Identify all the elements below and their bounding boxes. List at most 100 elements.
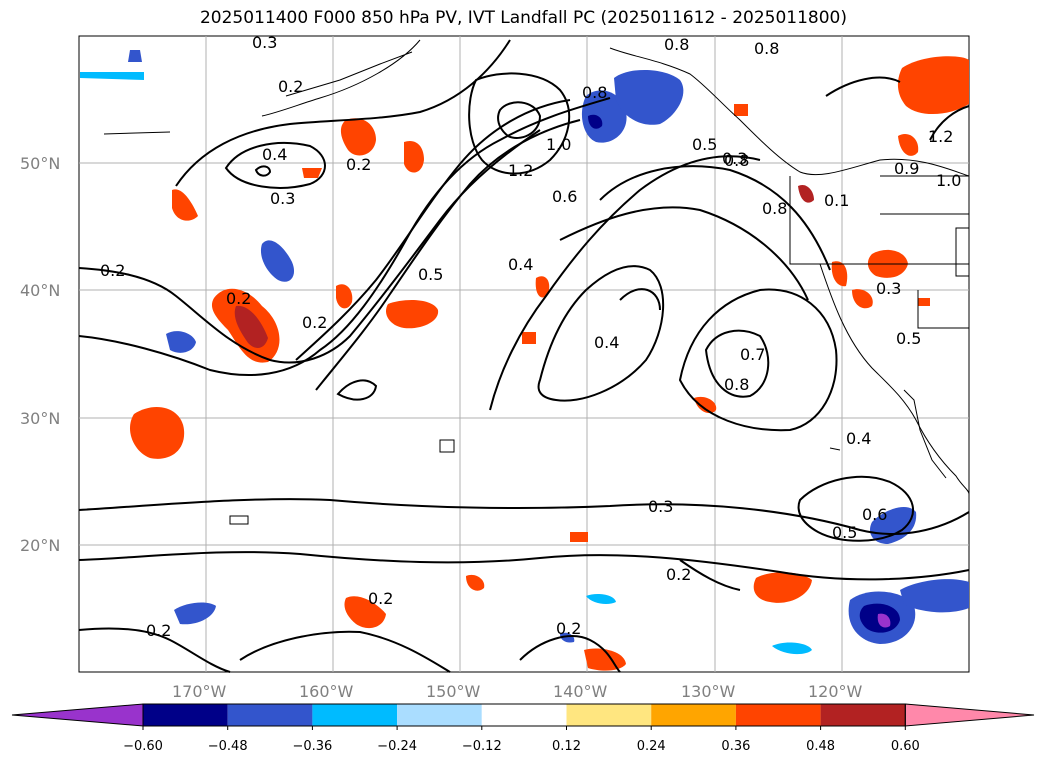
contour-label: 0.2 xyxy=(302,313,327,332)
contour-label: 0.6 xyxy=(552,187,577,206)
colorbar-tick-label: −0.36 xyxy=(292,739,332,754)
negative-anomaly-area xyxy=(614,69,684,125)
contour-label: 0.3 xyxy=(648,497,673,516)
colorbar-segment xyxy=(481,704,567,726)
contour-label: 0.3 xyxy=(270,189,295,208)
colorbar-tick-label: −0.24 xyxy=(377,739,417,754)
contour-label: 0.1 xyxy=(824,191,849,210)
latitude-labels: 50°N 40°N 30°N 20°N xyxy=(20,154,60,555)
colorbar-segment xyxy=(735,704,821,726)
contour-label: 0.5 xyxy=(692,135,717,154)
colorbar-tick-label: 0.60 xyxy=(891,739,920,754)
lon-label: 120°W xyxy=(808,682,863,701)
colorbar-segment xyxy=(566,704,652,726)
contour-label: 0.2 xyxy=(666,565,691,584)
map-title: 2025011400 F000 850 hPa PV, IVT Landfall… xyxy=(199,8,847,28)
negative-anomaly-area xyxy=(260,240,295,282)
negative-anomaly-area xyxy=(586,594,616,604)
colorbar-tick-label: 0.12 xyxy=(552,739,581,754)
colorbar-extend-low xyxy=(11,703,144,727)
contour-label: 0.7 xyxy=(740,345,765,364)
lat-label: 30°N xyxy=(20,409,60,428)
colorbar: −0.60 −0.48 −0.36 −0.24 −0.12 0.12 0.24 0.36 0.4… xyxy=(11,703,1035,754)
colorbar-tick-label: 0.36 xyxy=(721,739,750,754)
positive-anomaly-area xyxy=(385,300,439,329)
lat-label: 40°N xyxy=(20,281,60,300)
contour-label: 0.2 xyxy=(100,261,125,280)
positive-anomaly-area xyxy=(852,289,873,309)
negative-anomaly-area xyxy=(869,507,917,544)
colorbar-segment xyxy=(143,704,228,726)
contour-label: 1.0 xyxy=(546,135,571,154)
lon-label: 150°W xyxy=(426,682,481,701)
positive-anomaly-area xyxy=(918,298,930,306)
lat-label: 20°N xyxy=(20,536,60,555)
negative-anomaly-area xyxy=(588,114,603,129)
positive-anomaly-area xyxy=(535,276,550,298)
contour-label: 0.2 xyxy=(146,621,171,640)
negative-anomaly-area xyxy=(772,642,812,655)
positive-anomaly-area xyxy=(570,532,588,542)
positive-anomaly-area xyxy=(234,305,268,348)
contour-label: 0.4 xyxy=(594,333,619,352)
positive-anomaly-area xyxy=(344,596,386,629)
contour-label: 1.0 xyxy=(936,171,961,190)
contour-label: 0.5 xyxy=(418,265,443,284)
negative-anomaly-area xyxy=(174,602,216,625)
contour-label: 0.3 xyxy=(722,149,747,168)
contour-label: 1.2 xyxy=(508,161,533,180)
positive-anomaly-area xyxy=(694,396,717,414)
positive-anomaly-area xyxy=(753,572,812,603)
lon-label: 160°W xyxy=(299,682,354,701)
contour-label: 0.4 xyxy=(846,429,871,448)
negative-anomaly-area xyxy=(80,72,144,80)
positive-anomaly-area xyxy=(340,118,376,156)
contour-label: 0.4 xyxy=(508,255,533,274)
positive-anomaly-area xyxy=(404,140,424,173)
positive-anomaly-area xyxy=(302,168,322,178)
colorbar-tick-label: −0.12 xyxy=(462,739,502,754)
colorbar-segment xyxy=(651,704,736,726)
pv-contours xyxy=(78,39,970,673)
contour-label: 0.8 xyxy=(664,35,689,54)
colorbar-extend-high xyxy=(904,703,1035,727)
colorbar-tick-label: −0.48 xyxy=(208,739,248,754)
positive-anomaly-area xyxy=(336,284,353,309)
contour-label: 0.8 xyxy=(762,199,787,218)
colorbar-frame xyxy=(142,703,906,727)
colorbar-tick-label: 0.48 xyxy=(806,739,835,754)
negative-anomaly-area xyxy=(900,579,969,613)
colorbar-segment xyxy=(227,704,313,726)
contour-label: 1.2 xyxy=(928,127,953,146)
contour-labels: 0.3 0.2 0.4 0.3 0.2 0.2 0.2 0.2 0.5 0.4 … xyxy=(100,33,961,640)
contour-label: 0.2 xyxy=(226,289,251,308)
longitude-labels: 170°W 160°W 150°W 140°W 130°W 120°W xyxy=(172,682,863,701)
contour-label: 0.2 xyxy=(556,619,581,638)
positive-anomaly-area xyxy=(522,332,536,344)
negative-anomaly-area xyxy=(877,613,891,628)
contour-label: 0.3 xyxy=(252,33,277,52)
positive-anomaly-area xyxy=(172,189,198,221)
lon-label: 140°W xyxy=(553,682,608,701)
contour-label: 0.2 xyxy=(346,155,371,174)
colorbar-tick-label: 0.24 xyxy=(637,739,666,754)
contour-label: 0.8 xyxy=(582,83,607,102)
lat-label: 50°N xyxy=(20,154,60,173)
colorbar-segment xyxy=(397,704,482,726)
contour-label: 0.2 xyxy=(278,77,303,96)
positive-anomaly-area xyxy=(466,574,485,591)
graticule xyxy=(79,36,969,672)
colorbar-segment xyxy=(312,704,398,726)
colorbar-tick-label: −0.60 xyxy=(123,739,163,754)
lon-label: 170°W xyxy=(172,682,227,701)
positive-anomaly-area xyxy=(831,261,848,287)
positive-anomaly-area xyxy=(898,133,919,156)
negative-anomaly-area xyxy=(166,331,196,353)
positive-anomaly-area xyxy=(129,407,185,459)
contour-label: 0.3 xyxy=(876,279,901,298)
contour-label: 0.8 xyxy=(724,375,749,394)
positive-anomaly-area xyxy=(734,104,748,116)
negative-anomaly-area xyxy=(128,50,142,62)
contour-label: 0.8 xyxy=(754,39,779,58)
